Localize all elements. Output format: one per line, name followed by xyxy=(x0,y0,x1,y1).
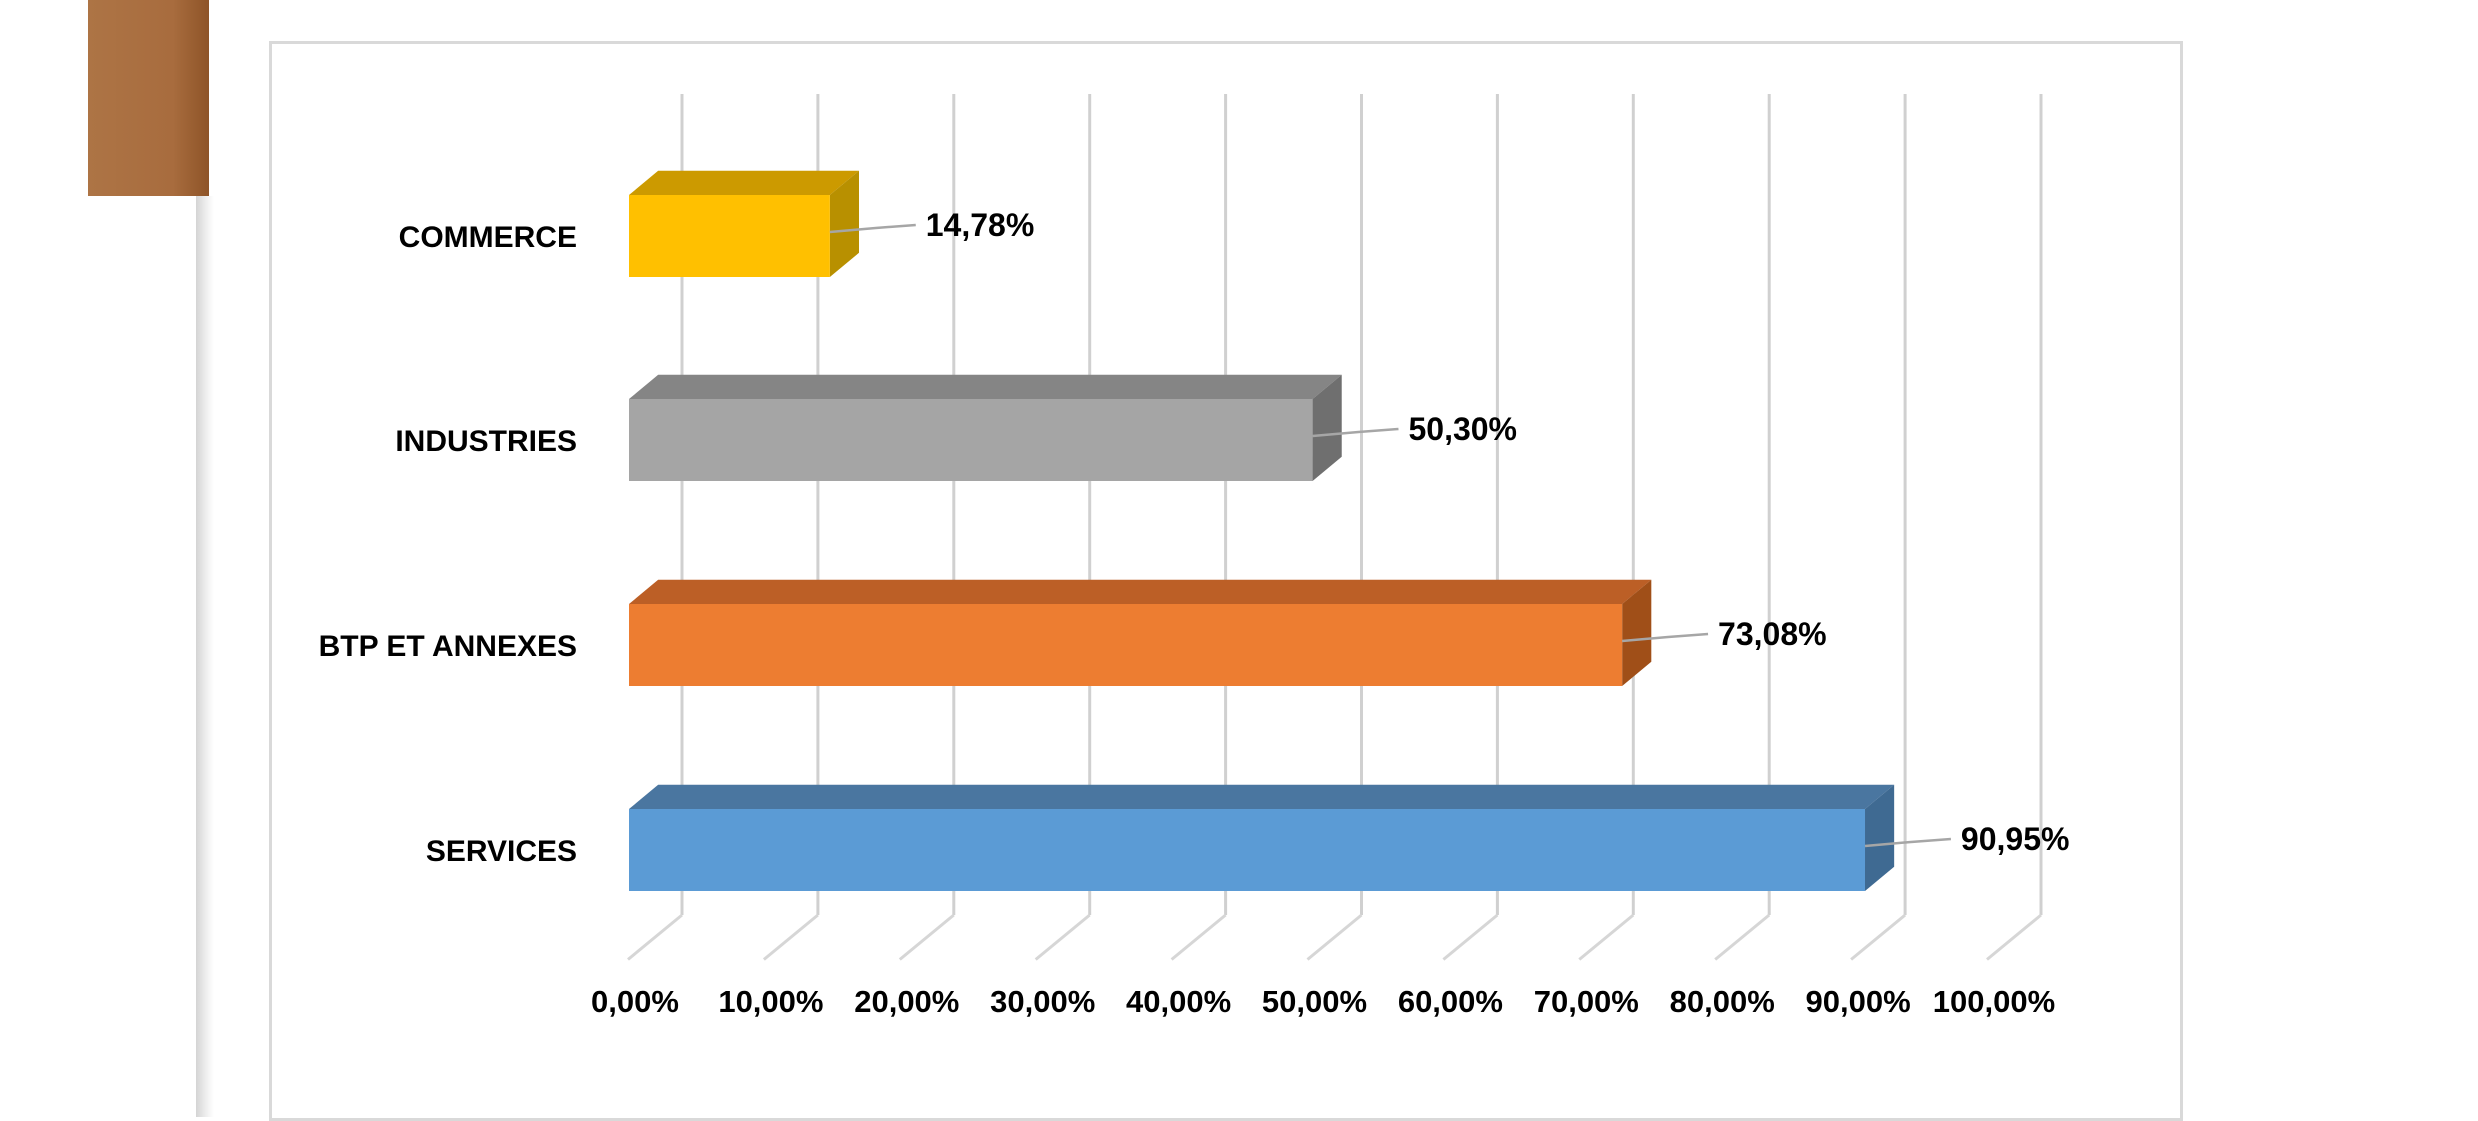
bar-top-face xyxy=(629,579,1652,604)
bar-commerce xyxy=(629,170,860,277)
tick-label: 100,00% xyxy=(1933,984,2055,1019)
leader-line xyxy=(1312,427,1399,438)
tick-label: 70,00% xyxy=(1534,984,1639,1019)
bar-industries xyxy=(629,374,1342,481)
category-label: COMMERCE xyxy=(399,221,577,254)
bar-front-face xyxy=(629,195,830,277)
tick-label: 20,00% xyxy=(854,984,959,1019)
bar-side-face xyxy=(1622,579,1652,686)
gridline-floor xyxy=(1714,913,1771,961)
bars xyxy=(629,170,1895,891)
tick-label: 30,00% xyxy=(990,984,1095,1019)
tick-label: 50,00% xyxy=(1262,984,1367,1019)
bar-services xyxy=(629,784,1895,891)
bar-front-face xyxy=(629,809,1866,891)
slide-edge-shadow xyxy=(196,196,214,1117)
gridline-floor xyxy=(1578,913,1635,961)
labels: 0,00% 10,00% 20,00% 30,00% 40,00% 50,00% 60,00… xyxy=(319,207,2070,1019)
gridline-floor xyxy=(1306,913,1363,961)
bar-top-face xyxy=(629,170,860,195)
gridline-floor xyxy=(1034,913,1091,961)
gridline-floor xyxy=(1170,913,1227,961)
bar-top-face xyxy=(629,784,1895,809)
tick-label: 0,00% xyxy=(591,984,679,1019)
category-label: INDUSTRIES xyxy=(395,425,577,458)
tick-label: 40,00% xyxy=(1126,984,1231,1019)
leader-line xyxy=(1864,837,1952,848)
tick-label: 90,00% xyxy=(1806,984,1911,1019)
tick-label: 80,00% xyxy=(1670,984,1775,1019)
bar-front-face xyxy=(629,604,1623,686)
bar-top-face xyxy=(629,374,1342,399)
gridline-floor xyxy=(1850,913,1907,961)
decorative-brown-tab xyxy=(88,0,209,196)
tick-label: 10,00% xyxy=(718,984,823,1019)
bar-side-face xyxy=(1312,374,1342,481)
bar-front-face xyxy=(629,399,1313,481)
gridline-floor xyxy=(627,913,683,961)
bar-btp-et-annexes xyxy=(629,579,1652,686)
leader-line xyxy=(829,223,916,234)
gridline-floor xyxy=(898,913,955,961)
gridline-floor xyxy=(762,913,819,961)
data-label: 14,78% xyxy=(926,207,1035,243)
tick-label: 60,00% xyxy=(1398,984,1503,1019)
leader-line xyxy=(1622,632,1709,643)
data-label: 50,30% xyxy=(1408,411,1517,447)
gridline-floor xyxy=(1442,913,1499,961)
data-label: 90,95% xyxy=(1961,821,2070,857)
category-label: SERVICES xyxy=(426,835,577,868)
bar-side-face xyxy=(1865,784,1895,891)
category-label: BTP ET ANNEXES xyxy=(319,630,577,663)
data-label: 73,08% xyxy=(1718,616,1827,652)
gridline-floor xyxy=(1986,913,2042,961)
bar-side-face xyxy=(829,170,860,277)
